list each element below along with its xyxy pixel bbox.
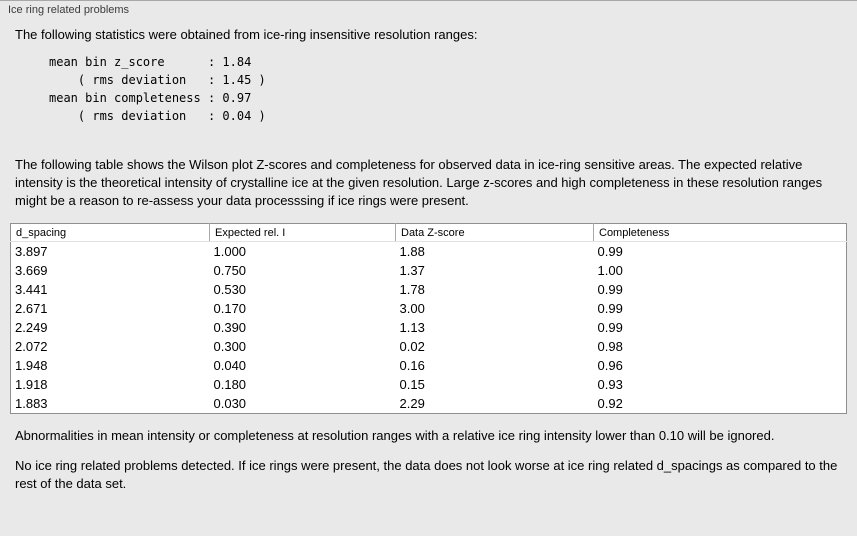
col-header-d-spacing: d_spacing — [10, 223, 210, 242]
table-cell: 2.671 — [15, 301, 48, 316]
table-cell: 2.249 — [15, 320, 48, 335]
table-header: d_spacing Expected rel. I Data Z-score C… — [10, 223, 847, 242]
col-header-completeness: Completeness — [593, 223, 847, 242]
table-cell: 0.170 — [213, 301, 247, 316]
table-row: 2.072 0.300 0.02 0.98 — [11, 337, 847, 356]
stat-line-zscore-rms: ( rms deviation : 1.45 ) — [49, 73, 266, 87]
table-row: 2.249 0.390 1.13 0.99 — [11, 318, 847, 337]
table-cell: 0.99 — [597, 282, 623, 297]
table-cell: 3.897 — [15, 244, 48, 259]
table-cell: 1.88 — [399, 244, 425, 259]
table-cell: 3.00 — [399, 301, 425, 316]
table-cell: 1.000 — [213, 244, 247, 259]
table-row: 2.671 0.170 3.00 0.99 — [11, 299, 847, 318]
table-cell: 1.948 — [15, 358, 48, 373]
table-cell: 1.00 — [597, 263, 623, 278]
table-cell: 0.98 — [597, 339, 623, 354]
table-cell: 3.441 — [15, 282, 48, 297]
table-row: 3.669 0.750 1.37 1.00 — [11, 261, 847, 280]
table-cell: 0.15 — [399, 377, 425, 392]
table-cell: 1.78 — [399, 282, 425, 297]
stats-intro-text: The following statistics were obtained f… — [15, 27, 478, 42]
panel-content: The following statistics were obtained f… — [0, 26, 857, 493]
table-cell: 0.02 — [399, 339, 425, 354]
ice-ring-table: d_spacing Expected rel. I Data Z-score C… — [10, 223, 847, 414]
conclusion-text: No ice ring related problems detected. I… — [15, 458, 838, 491]
table-description-text: The following table shows the Wilson plo… — [15, 157, 823, 208]
table-cell: 0.16 — [399, 358, 425, 373]
table-cell: 1.883 — [15, 396, 48, 411]
table-cell: 0.96 — [597, 358, 623, 373]
table-cell: 3.669 — [15, 263, 48, 278]
table-cell: 0.92 — [597, 396, 623, 411]
table-cell: 1.37 — [399, 263, 425, 278]
table-cell: 0.300 — [213, 339, 247, 354]
table-cell: 0.99 — [597, 320, 623, 335]
ice-ring-table-container: d_spacing Expected rel. I Data Z-score C… — [10, 223, 847, 414]
table-cell: 0.030 — [213, 396, 247, 411]
table-cell: 2.29 — [399, 396, 425, 411]
table-cell: 0.390 — [213, 320, 247, 335]
stat-line-mean-completeness: mean bin completeness : 0.97 — [49, 91, 252, 105]
table-row: 3.897 1.000 1.88 0.99 — [11, 242, 847, 262]
table-header-row: d_spacing Expected rel. I Data Z-score C… — [10, 223, 847, 242]
table-cell: 2.072 — [15, 339, 48, 354]
ignore-note-text: Abnormalities in mean intensity or compl… — [15, 428, 775, 443]
table-cell: 0.99 — [597, 301, 623, 316]
stat-line-completeness-rms: ( rms deviation : 0.04 ) — [49, 109, 266, 123]
table-row: 3.441 0.530 1.78 0.99 — [11, 280, 847, 299]
table-cell: 0.180 — [213, 377, 247, 392]
table-cell: 0.750 — [213, 263, 247, 278]
table-cell: 0.040 — [213, 358, 247, 373]
col-header-expected-rel-i: Expected rel. I — [209, 223, 396, 242]
table-row: 1.918 0.180 0.15 0.93 — [11, 375, 847, 394]
col-header-data-z-score: Data Z-score — [395, 223, 594, 242]
stat-line-mean-zscore: mean bin z_score : 1.84 — [49, 55, 252, 69]
table-row: 1.883 0.030 2.29 0.92 — [11, 394, 847, 414]
table-cell: 0.93 — [597, 377, 623, 392]
table-cell: 1.13 — [399, 320, 425, 335]
panel-title: Ice ring related problems — [8, 4, 130, 16]
table-row: 1.948 0.040 0.16 0.96 — [11, 356, 847, 375]
stats-values-block: mean bin z_score : 1.84 ( rms deviation … — [49, 53, 842, 125]
table-cell: 0.530 — [213, 282, 247, 297]
table-body: 3.897 1.000 1.88 0.99 3.669 0.750 1.37 1.00 3.44… — [11, 242, 847, 414]
table-cell: 0.99 — [597, 244, 623, 259]
table-cell: 1.918 — [15, 377, 48, 392]
